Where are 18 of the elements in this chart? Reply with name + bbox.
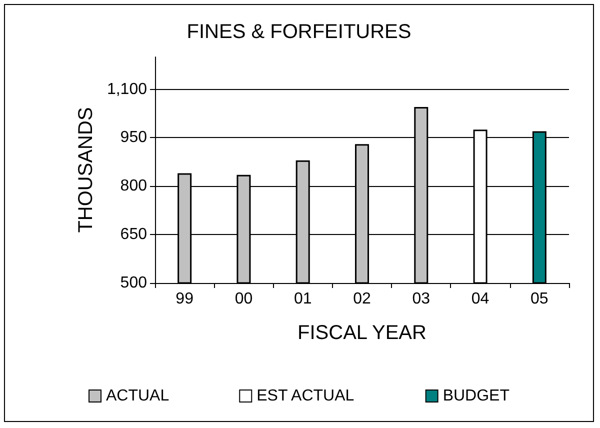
chart-title: FINES & FORFEITURES bbox=[186, 21, 412, 43]
x-tick-label: 02 bbox=[353, 290, 371, 308]
x-axis-title: FISCAL YEAR bbox=[298, 322, 426, 344]
x-tick-label: 00 bbox=[234, 290, 253, 308]
x-tick-label: 04 bbox=[471, 290, 490, 308]
legend-label: ACTUAL bbox=[106, 388, 170, 404]
x-tick-label: 99 bbox=[176, 290, 194, 308]
y-tick-label: 1,100 bbox=[106, 80, 148, 98]
x-tick-label: 05 bbox=[530, 290, 548, 308]
y-axis-title: THOUSANDS bbox=[75, 107, 98, 233]
legend-label: EST ACTUAL bbox=[256, 388, 354, 404]
legend-label: BUDGET bbox=[442, 388, 510, 404]
y-tick-label: 800 bbox=[120, 178, 148, 195]
y-tick-label: 500 bbox=[120, 274, 148, 292]
y-tick-label: 650 bbox=[120, 226, 148, 244]
y-tick-label: 950 bbox=[120, 129, 148, 146]
x-tick-label: 03 bbox=[412, 290, 430, 308]
x-tick-label: 01 bbox=[294, 290, 312, 308]
